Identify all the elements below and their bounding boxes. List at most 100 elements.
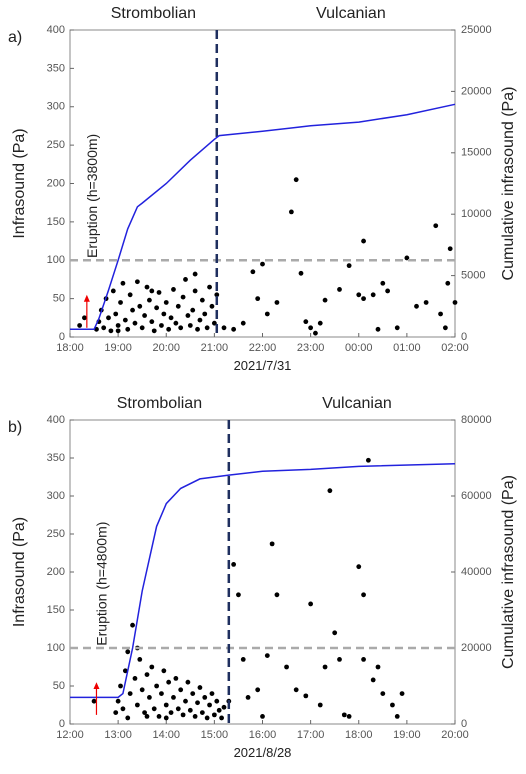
eruption-annotation: Eruption (h=3800m) xyxy=(84,134,100,258)
x-tick-label: 13:00 xyxy=(104,729,132,741)
region-label: Strombolian xyxy=(111,5,196,22)
scatter-point xyxy=(284,664,289,670)
scatter-point xyxy=(171,287,176,292)
scatter-point xyxy=(137,657,143,662)
y-tick-label: 50 xyxy=(53,293,65,305)
scatter-point xyxy=(192,288,198,294)
scatter-point xyxy=(370,292,376,298)
cumulative-line xyxy=(70,462,456,699)
scatter-point xyxy=(452,300,458,305)
panel-label: b) xyxy=(8,419,22,436)
y-tick-label: 300 xyxy=(47,101,65,113)
scatter-point xyxy=(204,325,210,331)
x-tick-label: 19:00 xyxy=(104,342,132,354)
x-tick-label: 19:00 xyxy=(393,729,421,741)
scatter-point xyxy=(183,698,188,704)
y-tick-label: 50 xyxy=(53,680,65,692)
scatter-point xyxy=(202,695,208,700)
scatter-point xyxy=(341,712,347,718)
scatter-point xyxy=(161,668,167,674)
scatter-point xyxy=(91,698,97,704)
cumulative-line xyxy=(70,103,456,331)
scatter-point xyxy=(101,325,107,331)
scatter-point xyxy=(175,706,181,712)
scatter-point xyxy=(178,687,184,693)
scatter-point xyxy=(380,691,386,696)
scatter-point xyxy=(130,307,135,313)
y-tick-label: 200 xyxy=(47,177,65,189)
y-tick-label: 150 xyxy=(47,604,65,616)
scatter-point xyxy=(317,320,323,326)
y-tick-label: 200 xyxy=(47,566,65,578)
scatter-point xyxy=(120,280,126,286)
y-tick-label: 0 xyxy=(59,331,65,343)
scatter-point xyxy=(399,691,405,696)
scatter-point xyxy=(221,325,227,331)
scatter-point xyxy=(332,630,338,636)
scatter-point xyxy=(240,320,246,326)
scatter-point xyxy=(361,296,366,302)
y2-axis-label: Cumulative infrasound (Pa) xyxy=(500,87,517,281)
plot-frame xyxy=(69,29,456,338)
scatter-point xyxy=(293,687,299,693)
y2-tick-label: 0 xyxy=(461,718,467,730)
scatter-point xyxy=(414,303,419,309)
scatter-point xyxy=(134,702,140,708)
scatter-point xyxy=(149,319,155,325)
scatter-point xyxy=(380,280,386,286)
scatter-point xyxy=(197,685,203,690)
scatter-point xyxy=(120,706,126,712)
scatter-point xyxy=(168,315,174,321)
scatter-point xyxy=(156,290,162,295)
x-tick-label: 21:00 xyxy=(201,342,229,354)
scatter-point xyxy=(221,704,227,710)
y2-tick-label: 25000 xyxy=(461,24,492,36)
y-tick-label: 250 xyxy=(47,139,65,151)
scatter-point xyxy=(207,284,212,290)
y2-tick-label: 40000 xyxy=(461,566,492,578)
scatter-point xyxy=(110,288,116,294)
scatter-point xyxy=(346,714,352,719)
scatter-point xyxy=(185,679,191,685)
scatter-point xyxy=(168,710,174,715)
scatter-point xyxy=(108,328,114,334)
y-tick-label: 400 xyxy=(47,414,65,426)
scatter-point xyxy=(337,657,342,662)
scatter-point xyxy=(255,687,261,693)
scatter-point xyxy=(375,326,381,332)
y-tick-label: 250 xyxy=(47,528,65,540)
scatter-point xyxy=(385,288,391,294)
y-tick-label: 350 xyxy=(47,452,65,464)
scatter-point xyxy=(190,691,196,696)
scatter-point xyxy=(192,271,198,277)
scatter-point xyxy=(303,319,309,325)
y2-tick-label: 0 xyxy=(461,331,467,343)
scatter-point xyxy=(187,323,193,328)
scatter-point xyxy=(151,706,157,712)
region-label: Vulcanian xyxy=(322,395,392,412)
scatter-point xyxy=(356,292,362,298)
y2-tick-label: 20000 xyxy=(461,85,492,97)
scatter-point xyxy=(370,677,376,683)
scatter-point xyxy=(156,714,162,719)
scatter-point xyxy=(211,712,217,718)
scatter-point xyxy=(118,300,123,305)
y-tick-label: 150 xyxy=(47,216,65,228)
scatter-point xyxy=(163,715,169,721)
scatter-point xyxy=(122,317,128,323)
scatter-point xyxy=(127,292,133,298)
scatter-point xyxy=(122,668,128,674)
y2-tick-label: 60000 xyxy=(461,490,492,502)
x-tick-label: 18:00 xyxy=(345,729,373,741)
scatter-point xyxy=(236,592,241,598)
scatter-point xyxy=(250,269,256,275)
scatter-point xyxy=(185,313,191,318)
scatter-point xyxy=(219,715,224,721)
scatter-point xyxy=(322,297,328,303)
scatter-point xyxy=(322,664,328,670)
x-tick-label: 18:00 xyxy=(56,342,84,354)
scatter-point xyxy=(394,714,400,719)
x-tick-label: 01:00 xyxy=(393,342,421,354)
scatter-point xyxy=(298,270,304,276)
scatter-point xyxy=(180,294,186,300)
